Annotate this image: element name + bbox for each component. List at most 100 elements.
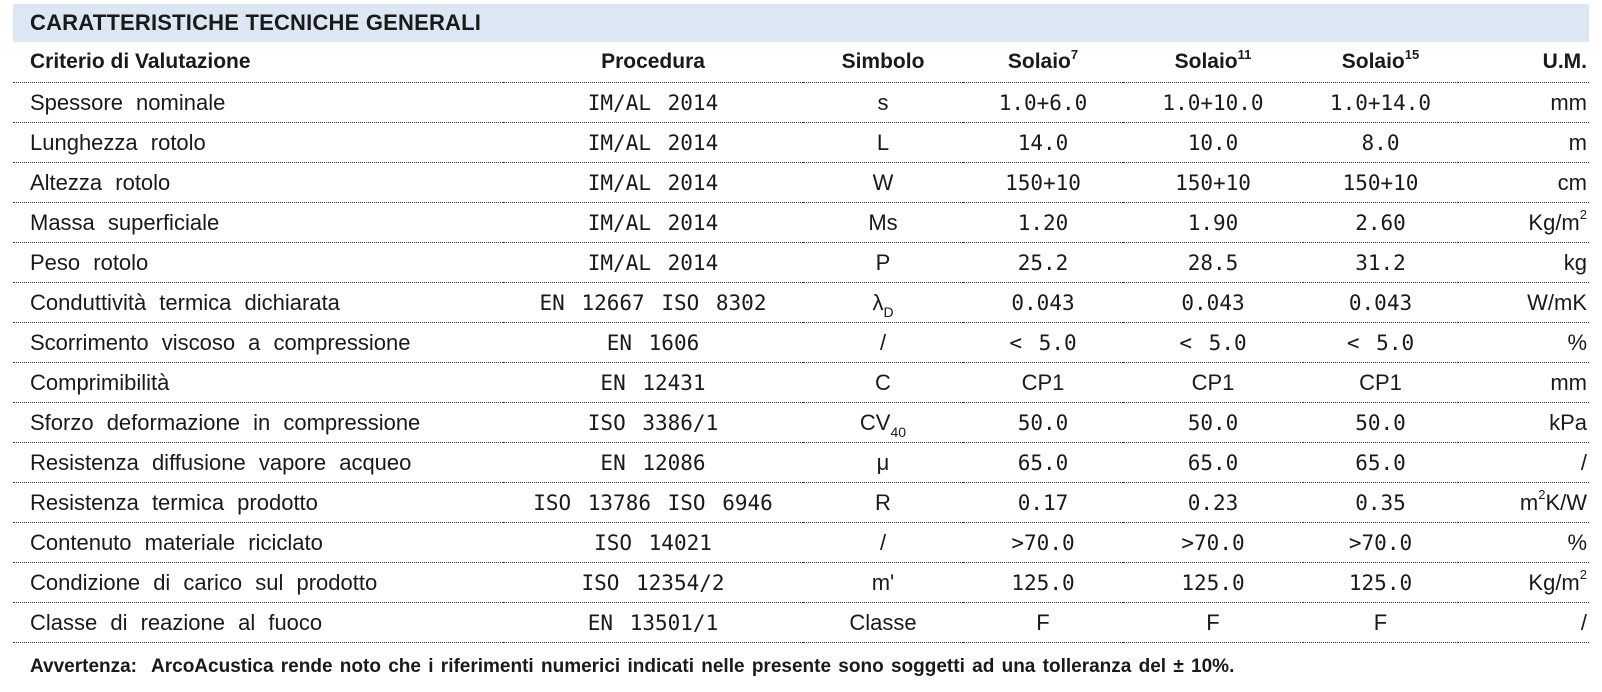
section-title: CARATTERISTICHE TECNICHE GENERALI [13,4,1589,42]
symbol-subscript: D [883,303,894,320]
table-row: Conduttività termica dichiarata EN 12667 … [13,282,1589,323]
unit-superscript: 2 [1538,486,1546,502]
cell-procedura: ISO 12354/2 [503,562,803,603]
symbol: m' [871,569,895,595]
cell-um: mm [1458,82,1589,123]
cell-solaio-15: 125.0 [1303,562,1458,603]
cell-solaio-11: 0.23 [1123,482,1303,523]
table-row: Comprimibilità EN 12431 C CP1 CP1 CP1 mm [13,362,1589,403]
cell-simbolo: P [803,242,963,283]
cell-solaio-15: >70.0 [1303,522,1458,563]
cell-procedura: ISO 13786 ISO 6946 [503,482,803,523]
unit: kg [1563,249,1587,275]
cell-procedura: IM/AL 2014 [503,82,803,123]
symbol: R [875,489,891,515]
cell-criterio: Massa superficiale [13,202,503,243]
symbol: CV [859,409,891,435]
cell-solaio-11: F [1123,602,1303,643]
header-solaio-7: Solaio7 [963,42,1123,83]
symbol: s [877,89,889,115]
cell-solaio-15: CP1 [1303,362,1458,403]
table-row: Sforzo deformazione in compressione ISO 3… [13,402,1589,443]
unit: / [1580,609,1587,635]
unit: W/mK [1527,289,1587,315]
cell-solaio-15: 0.35 [1303,482,1458,523]
cell-solaio-7: 0.17 [963,482,1123,523]
cell-simbolo: μ [803,442,963,483]
cell-solaio-11: < 5.0 [1123,322,1303,363]
cell-procedura: EN 12667 ISO 8302 [503,282,803,323]
cell-criterio: Classe di reazione al fuoco [13,602,503,643]
cell-solaio-15: 150+10 [1303,162,1458,203]
cell-procedura: EN 1606 [503,322,803,363]
header-solaio-11-label: Solaio [1174,50,1238,73]
table-row: Contenuto materiale riciclato ISO 14021 / >… [13,522,1589,563]
table-header: Criterio di Valutazione Procedura Simbol… [13,42,1589,83]
cell-procedura: ISO 3386/1 [503,402,803,443]
cell-simbolo: m' [803,562,963,603]
cell-criterio: Peso rotolo [13,242,503,283]
cell-solaio-7: 1.20 [963,202,1123,243]
header-solaio-15: Solaio15 [1303,42,1458,83]
cell-um: m2K/W [1458,482,1589,523]
unit: Kg/m [1528,569,1580,595]
cell-procedura: ISO 14021 [503,522,803,563]
cell-solaio-11: CP1 [1123,362,1303,403]
cell-um: kg [1458,242,1589,283]
cell-um: Kg/m2 [1458,202,1589,243]
cell-solaio-15: 0.043 [1303,282,1458,323]
cell-criterio: Contenuto materiale riciclato [13,522,503,563]
cell-criterio: Scorrimento viscoso a compressione [13,322,503,363]
table-row: Scorrimento viscoso a compressione EN 160… [13,322,1589,363]
cell-criterio: Conduttività termica dichiarata [13,282,503,323]
cell-procedura: EN 13501/1 [503,602,803,643]
cell-um: / [1458,602,1589,643]
cell-simbolo: L [803,122,963,163]
header-procedura: Procedura [503,42,803,83]
table-row: Condizione di carico sul prodotto ISO 123… [13,562,1589,603]
cell-solaio-7: 0.043 [963,282,1123,323]
cell-procedura: IM/AL 2014 [503,242,803,283]
header-solaio-15-sup: 15 [1404,47,1420,62]
cell-criterio: Comprimibilità [13,362,503,403]
cell-criterio: Sforzo deformazione in compressione [13,402,503,443]
cell-simbolo: R [803,482,963,523]
cell-simbolo: CV40 [803,402,963,443]
symbol-subscript: 40 [890,423,907,440]
cell-solaio-11: 125.0 [1123,562,1303,603]
cell-um: / [1458,442,1589,483]
cell-solaio-7: CP1 [963,362,1123,403]
spec-sheet: CARATTERISTICHE TECNICHE GENERALI Criter… [13,4,1589,678]
cell-solaio-11: 10.0 [1123,122,1303,163]
cell-solaio-7: 125.0 [963,562,1123,603]
cell-simbolo: C [803,362,963,403]
warning-text: ArcoAcustica rende noto che i riferiment… [151,656,1235,677]
cell-criterio: Lunghezza rotolo [13,122,503,163]
cell-solaio-11: 1.90 [1123,202,1303,243]
cell-solaio-11: 28.5 [1123,242,1303,283]
unit: / [1580,449,1587,475]
cell-um: m [1458,122,1589,163]
unit-superscript: 2 [1579,206,1587,222]
cell-procedura: EN 12086 [503,442,803,483]
unit: Kg/m [1528,209,1580,235]
symbol: C [875,369,891,395]
table-row: Altezza rotolo IM/AL 2014 W 150+10 150+10 150… [13,162,1589,203]
cell-criterio: Spessore nominale [13,82,503,123]
table-row: Classe di reazione al fuoco EN 13501/1 Cla… [13,602,1589,643]
cell-um: cm [1458,162,1589,203]
warning-note: Avvertenza: ArcoAcustica rende noto che i… [13,656,1589,678]
cell-criterio: Resistenza termica prodotto [13,482,503,523]
table-row: Lunghezza rotolo IM/AL 2014 L 14.0 10.0 8.0 m [13,122,1589,163]
cell-solaio-7: F [963,602,1123,643]
cell-solaio-11: 65.0 [1123,442,1303,483]
cell-solaio-15: 31.2 [1303,242,1458,283]
cell-solaio-11: 50.0 [1123,402,1303,443]
cell-solaio-7: 50.0 [963,402,1123,443]
symbol: μ [876,449,890,475]
unit: % [1567,329,1587,355]
cell-um: mm [1458,362,1589,403]
cell-solaio-7: 150+10 [963,162,1123,203]
cell-solaio-7: >70.0 [963,522,1123,563]
cell-simbolo: / [803,322,963,363]
